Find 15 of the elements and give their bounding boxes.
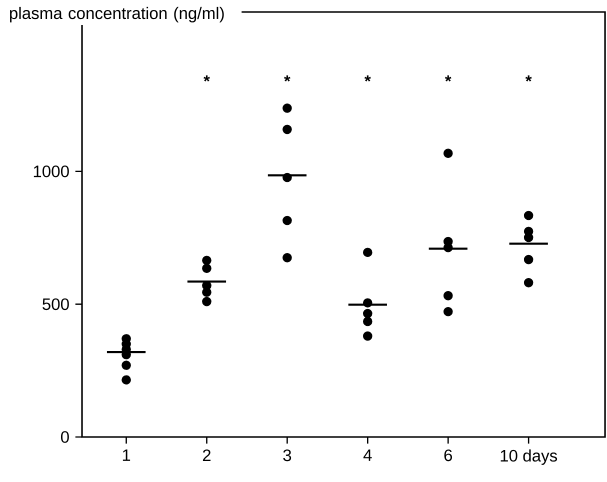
annotation: * xyxy=(204,75,210,82)
x-tick-label: 2 xyxy=(202,449,211,462)
y-axis-title: plasma concentration (ng/ml) xyxy=(10,6,224,22)
y-tick-label: 1000 xyxy=(34,166,69,178)
x-tick-label: 6 xyxy=(444,449,452,462)
x-tick-label: 10 days xyxy=(500,449,558,465)
x-tick-label: 3 xyxy=(283,449,292,462)
annotation: * xyxy=(525,75,532,82)
x-tick-label: 4 xyxy=(363,449,372,461)
y-tick-label: 500 xyxy=(42,298,69,310)
annotation: * xyxy=(364,75,371,82)
annotation: * xyxy=(444,75,452,82)
annotation: * xyxy=(284,75,290,82)
y-tick-label: 0 xyxy=(60,431,69,443)
x-tick-label: 1 xyxy=(122,449,130,461)
